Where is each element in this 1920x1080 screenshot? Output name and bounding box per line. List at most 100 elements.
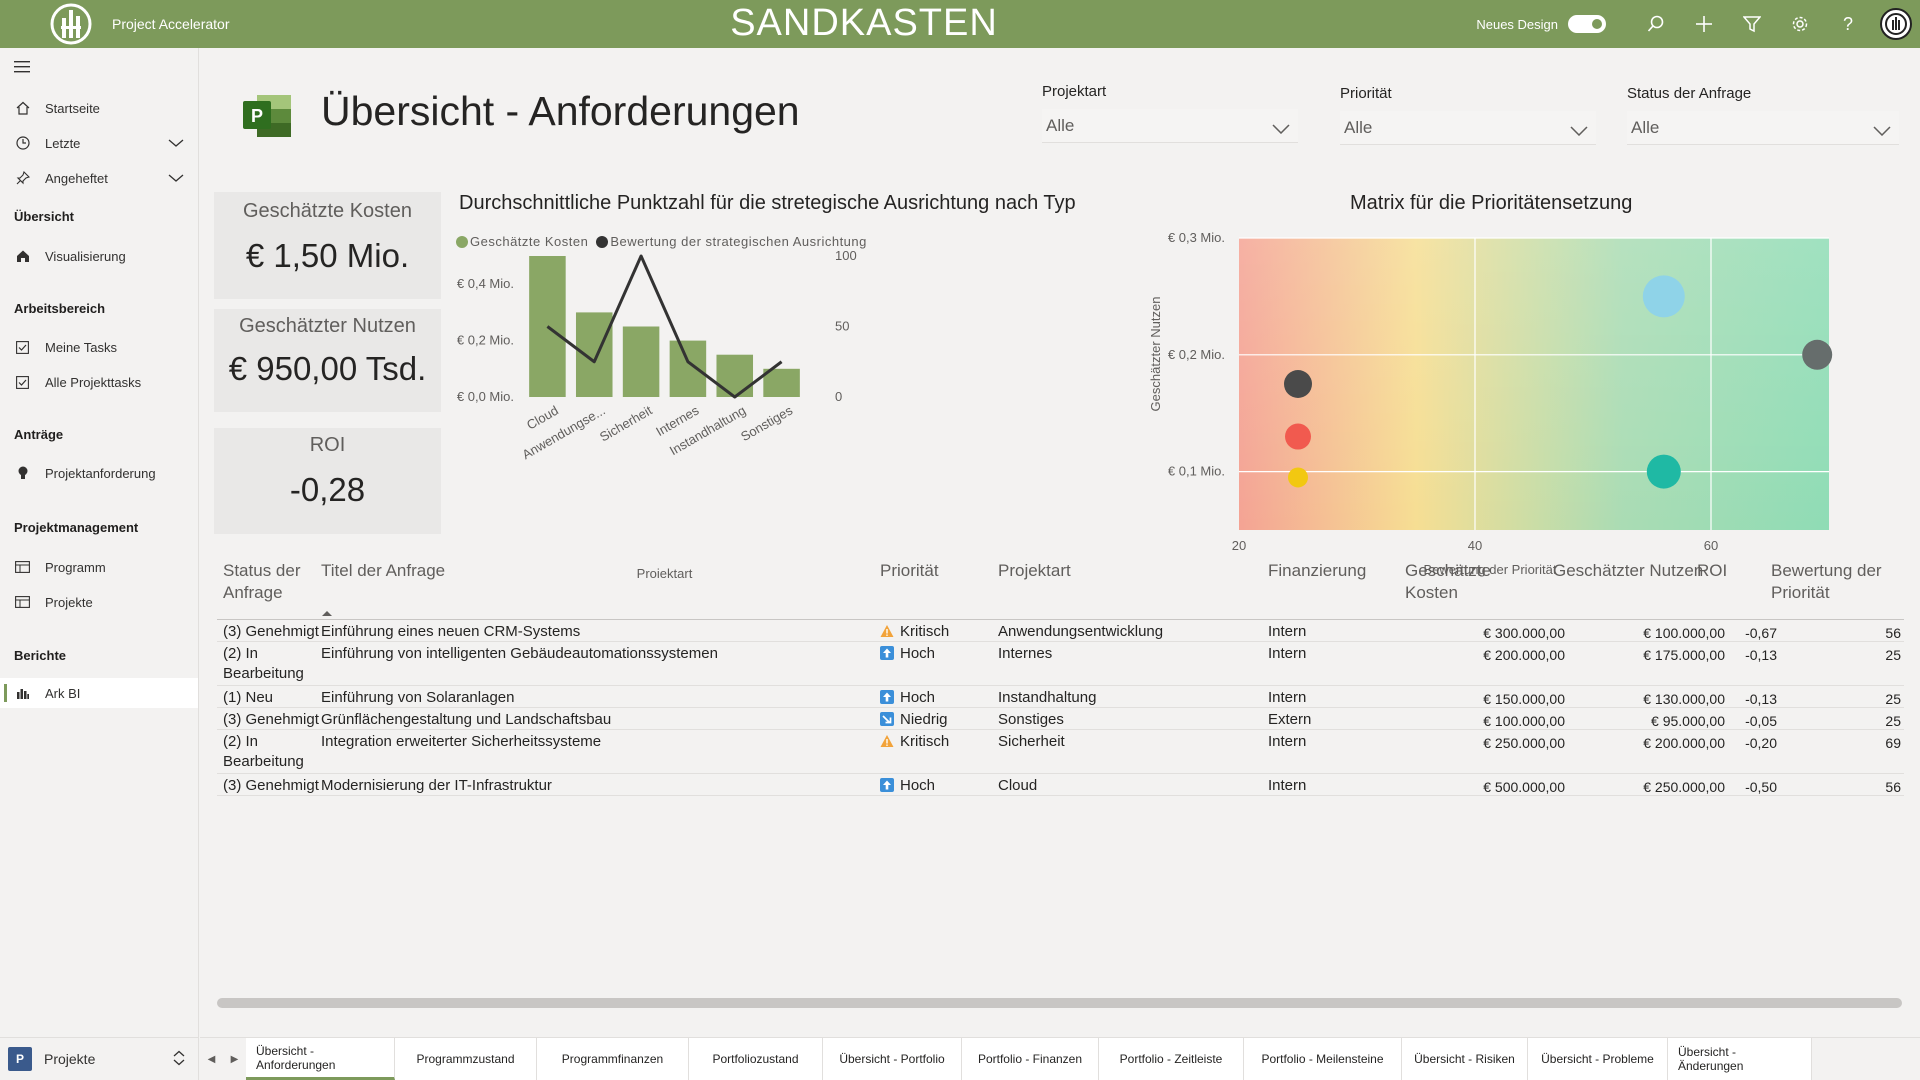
chevron-up-down-icon[interactable] [173, 1050, 185, 1071]
bar-0 [529, 256, 566, 397]
bubble-4 [1646, 454, 1681, 489]
cell-status: (2) In Bearbeitung [223, 645, 304, 682]
sidebar-item-label: Visualisierung [45, 248, 126, 264]
col-header-bewertung[interactable]: Bewertung der Priorität [1771, 561, 1882, 602]
table-row[interactable]: (3) Genehmigt Modernisierung der IT-Infra… [217, 774, 1904, 796]
tab-2[interactable]: Programmfinanzen [537, 1038, 689, 1080]
col-header-roi[interactable]: ROI [1697, 561, 1728, 580]
chevron-down-icon[interactable] [168, 171, 184, 186]
kpi-value: -0,28 [289, 471, 366, 508]
cell-kosten: € 500.000,00 [1483, 779, 1565, 795]
priority-label: Hoch [900, 645, 936, 662]
tab-6[interactable]: Portfolio - Zeitleiste [1099, 1038, 1244, 1080]
priority-label: Kritisch [900, 733, 950, 750]
area-switcher[interactable]: P Projekte [0, 1037, 199, 1080]
tab-10[interactable]: Übersicht - Änderungen [1668, 1038, 1812, 1080]
sidebar-item-projektanforderung[interactable]: Projektanforderung [0, 458, 198, 488]
user-avatar[interactable] [1880, 8, 1912, 40]
horizontal-scrollbar[interactable] [217, 998, 1902, 1008]
kpi-label: Geschätzter Nutzen [239, 315, 416, 337]
chevron-down-icon [1570, 121, 1588, 141]
y-tick-label: € 0,2 Mio. [1168, 347, 1225, 362]
checkbox-icon [0, 375, 45, 389]
tab-1[interactable]: Programmzustand [395, 1038, 537, 1080]
x-tick-label: 60 [1704, 538, 1718, 553]
tab-4[interactable]: Übersicht - Portfolio [823, 1038, 962, 1080]
col-header-kosten[interactable]: Geschätzte Kosten [1405, 561, 1491, 602]
help-icon[interactable]: ? [1842, 13, 1853, 34]
section-heading-uebersicht: Übersicht [14, 209, 74, 224]
sidebar-item-alle-projekttasks[interactable]: Alle Projekttasks [0, 367, 198, 397]
cell-roi: -0,13 [1745, 647, 1777, 663]
sidebar-item-ark-bi[interactable]: Ark BI [0, 678, 198, 708]
cell-priority: Kritisch [880, 622, 990, 642]
y-left-tick-label: € 0,4 Mio. [457, 276, 514, 291]
cell-kosten: € 300.000,00 [1483, 625, 1565, 641]
gear-icon[interactable] [1776, 0, 1824, 48]
y-tick-label: € 0,3 Mio. [1168, 230, 1225, 245]
filter-icon[interactable] [1728, 0, 1776, 48]
sidebar-item-visualisierung[interactable]: Visualisierung [0, 241, 198, 271]
cell-bewertung: 25 [1885, 647, 1901, 663]
tab-0[interactable]: Übersicht - Anforderungen [246, 1038, 395, 1080]
bar-3 [669, 340, 707, 397]
chevron-down-icon [1873, 121, 1891, 141]
lightbulb-icon [0, 466, 45, 480]
report-canvas: P Übersicht - Anforderungen Projektart A… [200, 48, 1920, 1037]
hamburger-menu-icon[interactable] [14, 60, 30, 78]
tab-5[interactable]: Portfolio - Finanzen [962, 1038, 1099, 1080]
dropdown-value: Alle [1344, 117, 1373, 137]
cell-finanzierung: Intern [1268, 689, 1307, 706]
section-heading-projektmanagement: Projektmanagement [14, 520, 139, 535]
table-row[interactable]: (3) Genehmigt Grünflächengestaltung und L… [217, 708, 1904, 730]
sidebar-item-angeheftet[interactable]: Angeheftet [0, 163, 198, 193]
status-dropdown[interactable]: Alle [1627, 111, 1899, 145]
sidebar-item-letzte[interactable]: Letzte [0, 128, 198, 158]
sidebar-item-label: Projekte [45, 594, 93, 610]
cell-title: Modernisierung der IT-Infrastruktur [321, 777, 552, 794]
area-label: Projekte [44, 1051, 96, 1067]
tab-3[interactable]: Portfoliozustand [689, 1038, 823, 1080]
col-header-prioritaet[interactable]: Priorität [880, 561, 939, 580]
combo-chart: € 0,0 Mio.€ 0,2 Mio.€ 0,4 Mio.050100Clou… [457, 248, 857, 578]
cell-priority: Hoch [880, 688, 990, 708]
cell-kosten: € 150.000,00 [1483, 691, 1565, 707]
col-header-nutzen[interactable]: Geschätzter Nutzen [1553, 561, 1704, 580]
col-header-status[interactable]: Status der Anfrage [223, 561, 301, 602]
table-row[interactable]: (2) In Bearbeitung Einführung von intelli… [217, 642, 1904, 686]
chevron-down-icon[interactable] [168, 136, 184, 151]
projektart-dropdown[interactable]: Alle [1042, 109, 1298, 143]
col-header-projektart[interactable]: Projektart [998, 561, 1071, 580]
search-icon[interactable] [1632, 0, 1680, 48]
x-tick-label: 20 [1232, 538, 1246, 553]
cell-bewertung: 25 [1885, 713, 1901, 729]
app-logo-icon[interactable] [47, 2, 95, 46]
table-row[interactable]: (1) Neu Einführung von Solaranlagen Hoch In… [217, 686, 1904, 708]
table-row[interactable]: (2) In Bearbeitung Integration erweiterte… [217, 730, 1904, 774]
app-title[interactable]: Project Accelerator [112, 16, 230, 32]
sidebar-item-programm[interactable]: Programm [0, 552, 198, 582]
filter-status: Status der Anfrage Alle [1627, 85, 1899, 145]
sidebar-item-label: Projektanforderung [45, 465, 156, 481]
legend-label-bewertung: Bewertung der strategischen Ausrichtung [610, 234, 867, 249]
cell-kosten: € 100.000,00 [1483, 713, 1565, 729]
sort-ascending-icon[interactable] [321, 604, 333, 621]
cell-projektart: Anwendungsentwicklung [998, 623, 1164, 640]
col-header-titel[interactable]: Titel der Anfrage [321, 561, 446, 580]
chevron-left-icon[interactable]: ◀ [207, 1053, 216, 1065]
table-row[interactable]: (3) Genehmigt Einführung eines neuen CRM-… [217, 620, 1904, 642]
cell-nutzen: € 95.000,00 [1651, 713, 1725, 729]
sidebar-item-startseite[interactable]: Startseite [0, 93, 198, 123]
prioritaet-dropdown[interactable]: Alle [1340, 111, 1596, 145]
sidebar: Startseite Letzte Angeheftet Übersicht V… [0, 48, 199, 1080]
sidebar-item-meine-tasks[interactable]: Meine Tasks [0, 332, 198, 362]
add-icon[interactable] [1680, 0, 1728, 48]
sidebar-item-projekte[interactable]: Projekte [0, 587, 198, 617]
chevron-right-icon[interactable]: ▶ [230, 1053, 239, 1065]
tab-7[interactable]: Portfolio - Meilensteine [1244, 1038, 1402, 1080]
new-design-toggle[interactable] [1568, 15, 1606, 33]
col-header-finanzierung[interactable]: Finanzierung [1268, 561, 1367, 580]
tab-9[interactable]: Übersicht - Probleme [1528, 1038, 1668, 1080]
project-app-icon: P [241, 91, 295, 146]
tab-8[interactable]: Übersicht - Risiken [1402, 1038, 1528, 1080]
